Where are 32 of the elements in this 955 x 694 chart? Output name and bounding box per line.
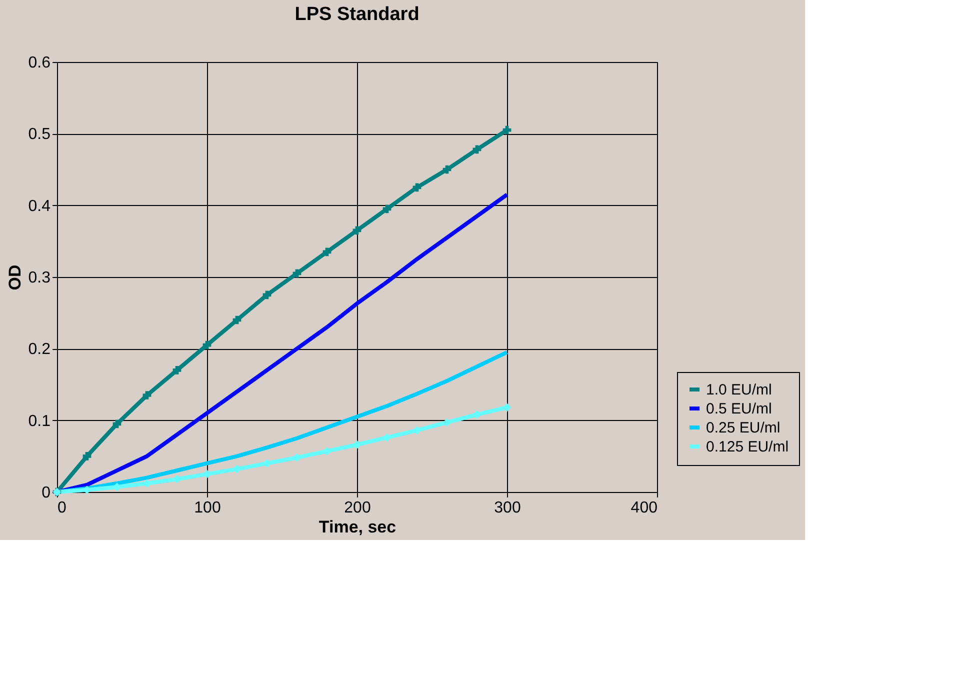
- legend-label: 0.5 EU/ml: [706, 400, 772, 418]
- legend-label: 0.25 EU/ml: [706, 420, 780, 436]
- point: [172, 366, 182, 374]
- y-tick-label: 0.3: [28, 270, 51, 286]
- x-tick-label: 100: [194, 500, 221, 516]
- x-axis-title: Time, sec: [318, 518, 396, 536]
- y-tick-label: 0.5: [28, 126, 51, 144]
- y-tick-label: 0.1: [28, 412, 51, 430]
- point: [142, 391, 152, 400]
- y-tick-label: 0.4: [28, 198, 51, 215]
- point: [262, 290, 272, 300]
- point: [352, 226, 362, 235]
- point: [382, 204, 392, 214]
- point: [202, 340, 212, 350]
- legend-label: 0.125 EU/ml: [706, 438, 789, 456]
- legend-label: 1.0 EU/ml: [706, 382, 772, 398]
- chart-title: LPS Standard: [294, 4, 420, 25]
- point: [82, 452, 92, 460]
- point: [412, 183, 422, 192]
- point: [112, 420, 122, 428]
- x-tick-label: 200: [344, 500, 371, 516]
- point: [322, 248, 332, 256]
- y-tick-label: 0.2: [28, 341, 51, 358]
- y-axis-title: OD: [5, 264, 24, 290]
- point: [502, 403, 512, 412]
- y-tick-label: 0.6: [28, 54, 51, 72]
- x-tick-label: 0: [58, 500, 66, 516]
- point: [502, 126, 512, 134]
- x-tick-label: 300: [494, 500, 521, 516]
- point: [292, 269, 302, 278]
- x-tick-label: 400: [630, 500, 658, 516]
- y-tick-label: 0: [42, 484, 51, 502]
